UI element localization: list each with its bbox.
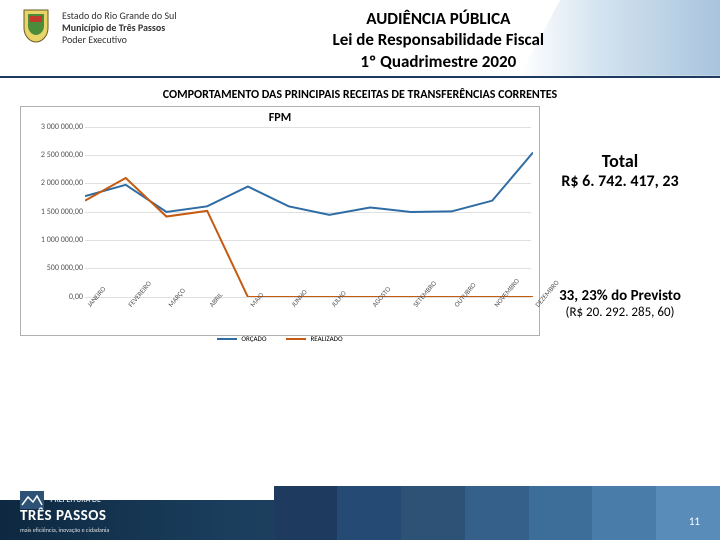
pct-label: 33, 23% do Previsto	[540, 287, 700, 305]
title-line3: 1º Quadrimestre 2020	[177, 51, 700, 72]
legend-item: ORÇADO	[217, 334, 266, 343]
y-tick-label: 0,00	[69, 292, 83, 302]
org-line3: Poder Executivo	[62, 34, 177, 46]
tagline-text: mais eficiência, inovação e cidadania	[20, 526, 109, 534]
footer-logo: PREFEITURA DE TRÊS PASSOS mais eficiênci…	[20, 491, 109, 534]
crest-icon	[20, 8, 52, 44]
section-title: COMPORTAMENTO DAS PRINCIPAIS RECEITAS DE…	[0, 88, 720, 102]
pct-value: (R$ 20. 292. 285, 60)	[540, 305, 700, 320]
series-line	[85, 178, 533, 297]
footer-block	[337, 486, 401, 540]
total-label: Total	[540, 150, 700, 172]
legend-label: ORÇADO	[241, 334, 266, 343]
y-tick-label: 1 500 000,00	[41, 207, 83, 217]
legend-swatch	[217, 338, 237, 340]
x-axis-labels: JANEIROFEVEREIROMARÇOABRILMAIOJUNHOJULHO…	[85, 297, 531, 331]
footer-block	[656, 486, 720, 540]
footer-block	[592, 486, 656, 540]
y-tick-label: 2 500 000,00	[41, 150, 83, 160]
legend-item: REALIZADO	[286, 334, 342, 343]
chart-title: FPM	[21, 107, 539, 127]
footer-block	[465, 486, 529, 540]
page-number: 11	[689, 515, 700, 528]
footer-blocks	[274, 486, 720, 540]
legend-swatch	[286, 338, 306, 340]
footer-block	[274, 486, 338, 540]
title-line2: Lei de Responsabilidade Fiscal	[177, 29, 700, 50]
y-tick-label: 3 000 000,00	[41, 122, 83, 132]
footer-block	[401, 486, 465, 540]
total-value: R$ 6. 742. 417, 23	[540, 172, 700, 191]
footer: PREFEITURA DE TRÊS PASSOS mais eficiênci…	[0, 486, 720, 540]
header: Estado do Rio Grande do Sul Município de…	[0, 0, 720, 78]
y-tick-label: 1 000 000,00	[41, 235, 83, 245]
brand-text: TRÊS PASSOS	[20, 507, 107, 525]
title-line1: AUDIÊNCIA PÚBLICA	[177, 8, 700, 29]
series-line	[85, 152, 533, 214]
legend-label: REALIZADO	[310, 334, 342, 343]
y-tick-label: 2 000 000,00	[41, 178, 83, 188]
side-text: Total R$ 6. 742. 417, 23 33, 23% do Prev…	[540, 150, 700, 320]
chart: FPM 0,00 500 000,00 1 000 000,00 1 500 000,…	[20, 106, 540, 336]
line-svg	[85, 127, 533, 297]
y-tick-label: 500 000,00	[47, 263, 83, 273]
org-text: Estado do Rio Grande do Sul Município de…	[62, 10, 177, 46]
plot-area: 0,00500 000,001 000 000,001 500 000,002 …	[21, 127, 539, 297]
footer-block	[529, 486, 593, 540]
legend: ORÇADO REALIZADO	[21, 331, 539, 346]
title-block: AUDIÊNCIA PÚBLICA Lei de Responsabilidad…	[177, 8, 700, 72]
